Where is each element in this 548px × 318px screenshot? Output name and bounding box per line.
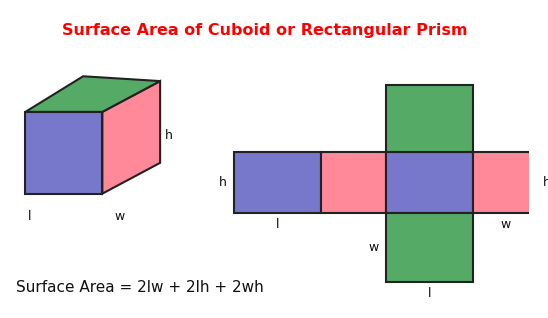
Bar — [386, 152, 473, 213]
Bar — [234, 152, 321, 213]
Bar — [473, 152, 538, 213]
Text: Surface Area of Cuboid or Rectangular Prism: Surface Area of Cuboid or Rectangular Pr… — [62, 23, 468, 38]
Polygon shape — [102, 81, 160, 194]
Text: Surface Area = 2lw + 2lh + 2wh: Surface Area = 2lw + 2lh + 2wh — [16, 280, 264, 295]
Text: w: w — [115, 210, 125, 223]
Text: l: l — [28, 210, 32, 223]
Text: h: h — [219, 176, 226, 189]
Bar — [321, 152, 386, 213]
Bar — [386, 213, 473, 282]
Polygon shape — [25, 76, 160, 112]
Bar — [386, 85, 473, 152]
Text: w: w — [500, 218, 511, 231]
Text: l: l — [428, 287, 431, 300]
Text: h: h — [543, 176, 548, 189]
Polygon shape — [25, 112, 102, 194]
Text: l: l — [276, 218, 279, 231]
Text: w: w — [368, 241, 379, 254]
Text: h: h — [165, 129, 173, 142]
